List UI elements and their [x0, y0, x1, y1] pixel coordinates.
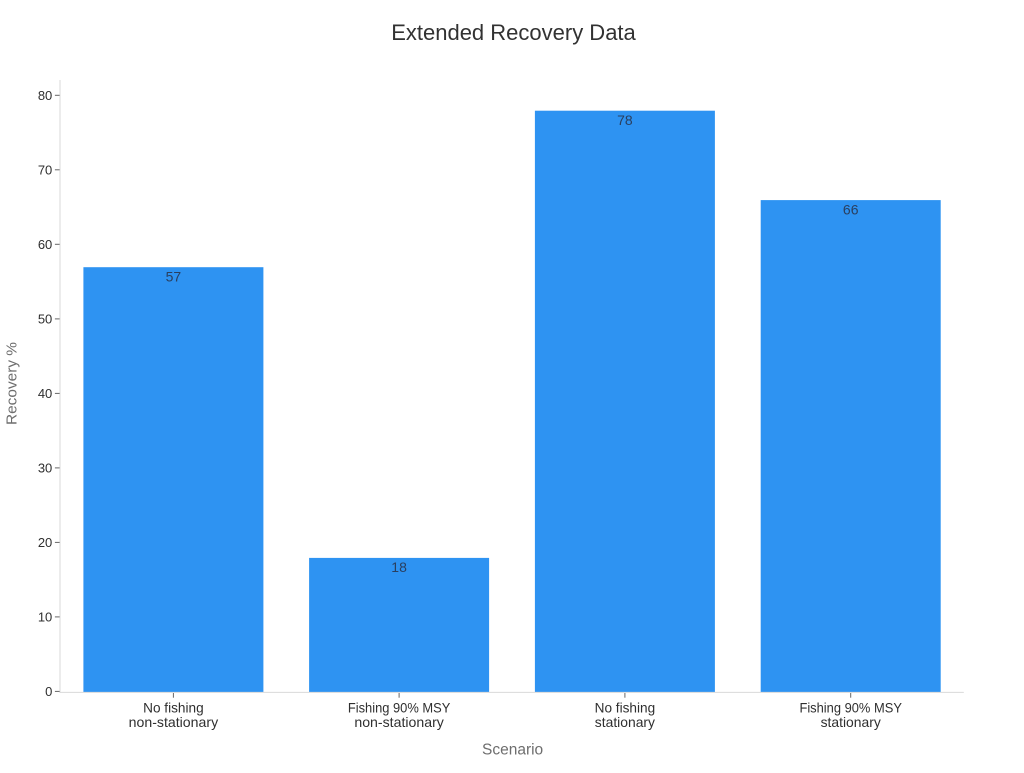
svg-text:60: 60	[38, 237, 52, 252]
svg-text:Extended Recovery Data: Extended Recovery Data	[391, 20, 636, 45]
svg-text:Fishing 90% MSY: Fishing 90% MSY	[348, 700, 451, 716]
svg-text:10: 10	[38, 610, 52, 625]
svg-text:0: 0	[45, 684, 52, 699]
svg-text:No fishing: No fishing	[143, 700, 204, 716]
svg-text:non-stationary: non-stationary	[354, 714, 444, 730]
svg-text:66: 66	[843, 201, 859, 217]
svg-text:50: 50	[38, 312, 52, 327]
svg-text:40: 40	[38, 386, 52, 401]
svg-text:78: 78	[617, 112, 633, 128]
svg-text:18: 18	[391, 559, 407, 575]
svg-text:57: 57	[166, 269, 182, 285]
svg-text:stationary: stationary	[821, 714, 881, 730]
svg-text:non-stationary: non-stationary	[129, 714, 219, 730]
svg-text:No fishing: No fishing	[595, 700, 656, 716]
svg-text:30: 30	[38, 461, 52, 476]
svg-text:20: 20	[38, 535, 52, 550]
svg-text:80: 80	[38, 88, 52, 103]
svg-text:Fishing 90% MSY: Fishing 90% MSY	[799, 700, 902, 716]
svg-text:70: 70	[38, 163, 52, 178]
svg-text:Scenario: Scenario	[482, 742, 543, 759]
svg-text:stationary: stationary	[595, 714, 655, 730]
svg-text:Recovery %: Recovery %	[4, 342, 21, 425]
